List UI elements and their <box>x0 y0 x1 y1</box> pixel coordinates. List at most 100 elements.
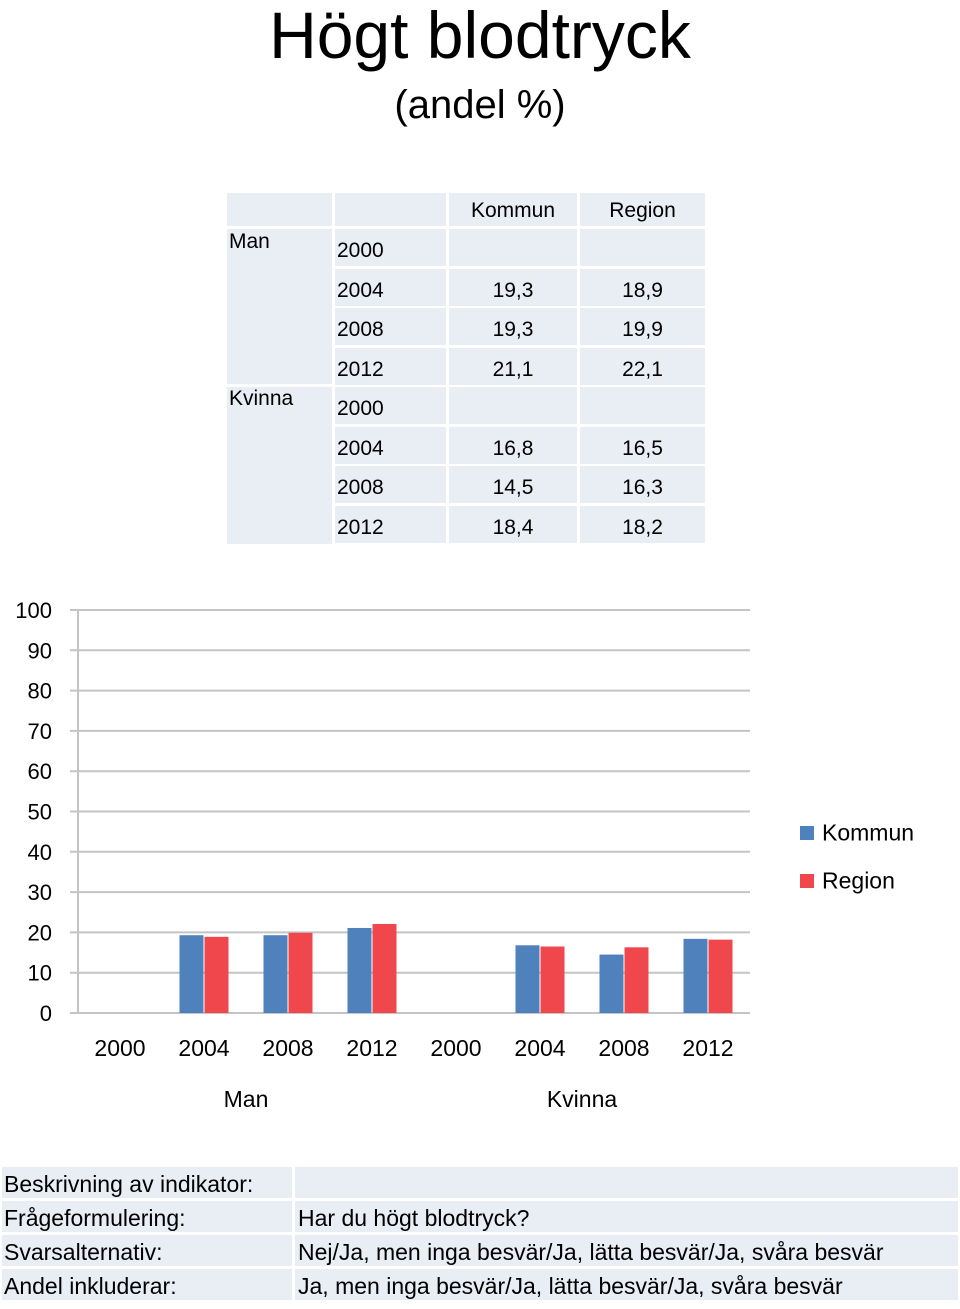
info-label: Andel inkluderar: <box>2 1269 292 1300</box>
bar-kommun <box>599 954 624 1013</box>
bar-kommun <box>263 935 288 1013</box>
legend-label-region: Region <box>822 867 895 894</box>
table-kommun-cell: 19,3 <box>449 308 577 345</box>
table-year-cell-text: 2000 <box>337 239 384 262</box>
x-group-label: Kvinna <box>547 1086 618 1112</box>
info-label: Svarsalternativ: <box>2 1235 292 1266</box>
table-kommun-cell-text: 19,3 <box>492 318 534 341</box>
x-tick-label: 2012 <box>682 1035 733 1061</box>
table-kommun-cell: 21,1 <box>449 347 577 385</box>
table-region-cell-text: 18,9 <box>622 278 663 302</box>
table-kommun-cell: 14,5 <box>449 466 577 503</box>
table-region-cell <box>580 387 705 424</box>
table-year-cell: 2012 <box>335 347 446 385</box>
table-year-cell-text: 2012 <box>337 515 384 539</box>
table-region-cell-text: 18,2 <box>622 515 663 539</box>
info-value: Har du högt blodtryck? <box>295 1201 958 1232</box>
x-group-label: Man <box>224 1086 269 1112</box>
table-group-label-text: Man <box>229 230 270 253</box>
chart-legend: Kommun Region <box>800 818 914 894</box>
legend-swatch-region <box>800 873 814 888</box>
table-year-cell: 2004 <box>335 426 446 464</box>
table-kommun-cell-text: 21,1 <box>492 357 534 381</box>
table-group-label-text: Kvinna <box>229 387 294 410</box>
table-header-kommun-text: Kommun <box>470 199 556 222</box>
table-year-cell: 2008 <box>335 308 446 345</box>
y-tick-label: 30 <box>28 880 52 905</box>
table-region-cell-text: 19,9 <box>622 318 663 341</box>
table-region-cell-text: 16,5 <box>622 436 663 460</box>
legend-label-kommun: Kommun <box>822 819 915 846</box>
bar-kommun <box>515 945 540 1013</box>
table-header-region-text: Region <box>609 199 676 222</box>
y-tick-label: 60 <box>28 759 52 784</box>
y-tick-label: 10 <box>28 961 52 986</box>
info-value: Ja, men inga besvär/Ja, lätta besvär/Ja,… <box>295 1269 958 1300</box>
info-row-question: Frågeformulering: Har du högt blodtryck? <box>2 1201 958 1232</box>
y-tick-label: 40 <box>28 840 52 865</box>
table-kommun-cell <box>449 387 577 424</box>
x-tick-label: 2000 <box>94 1035 145 1061</box>
y-tick-label: 50 <box>28 800 52 825</box>
bar-region <box>708 939 733 1013</box>
info-value <box>295 1167 958 1198</box>
bar-kommun <box>179 935 204 1013</box>
table-region-cell: 18,2 <box>580 505 705 543</box>
table-year-cell-text: 2012 <box>337 357 384 381</box>
y-tick-label: 70 <box>28 719 52 744</box>
table-kommun-cell-text: 14,5 <box>492 476 534 499</box>
legend-item-kommun: Kommun <box>800 818 914 866</box>
bar-region <box>624 947 649 1013</box>
table-region-cell <box>580 229 705 266</box>
page-subtitle: (andel %) <box>394 83 566 127</box>
table-year-cell-text: 2000 <box>337 397 384 420</box>
y-tick-label: 20 <box>28 920 52 945</box>
table-group-label: Man <box>227 229 332 384</box>
bar-region <box>288 932 313 1013</box>
bar-region <box>540 946 565 1013</box>
table-year-cell: 2000 <box>335 387 446 424</box>
table-year-cell-text: 2008 <box>337 476 384 499</box>
legend-swatch-kommun <box>800 825 814 840</box>
table-region-cell: 16,5 <box>580 426 705 464</box>
x-tick-label: 2008 <box>598 1035 649 1061</box>
bar-region <box>204 936 229 1013</box>
info-label: Frågeformulering: <box>2 1201 292 1232</box>
table-year-cell-text: 2008 <box>337 318 384 341</box>
info-row-included: Andel inkluderar: Ja, men inga besvär/Ja… <box>2 1269 958 1300</box>
page-title: Högt blodtryck <box>269 0 691 72</box>
table-kommun-cell <box>449 229 577 266</box>
table-year-cell-text: 2004 <box>337 436 384 460</box>
table-year-cell: 2004 <box>335 268 446 306</box>
x-tick-label: 2000 <box>430 1035 481 1061</box>
table-group-label: Kvinna <box>227 387 332 544</box>
table-kommun-cell-text: 18,4 <box>492 515 534 539</box>
info-label: Beskrivning av indikator: <box>2 1167 292 1198</box>
table-region-cell: 18,9 <box>580 268 705 306</box>
table-header-blank <box>227 193 332 226</box>
bar-region <box>372 923 397 1013</box>
y-tick-label: 100 <box>15 598 52 623</box>
table-header-blank <box>335 193 446 226</box>
info-value: Nej/Ja, men inga besvär/Ja, lätta besvär… <box>295 1235 958 1266</box>
table-header-kommun: Kommun <box>449 193 577 226</box>
table-kommun-cell: 16,8 <box>449 426 577 464</box>
table-year-cell: 2000 <box>335 229 446 266</box>
legend-item-region: Region <box>800 866 914 894</box>
x-tick-label: 2012 <box>346 1035 397 1061</box>
table-region-cell: 19,9 <box>580 308 705 345</box>
table-kommun-cell: 19,3 <box>449 268 577 306</box>
table-kommun-cell-text: 16,8 <box>492 436 534 460</box>
info-row-answers: Svarsalternativ: Nej/Ja, men inga besvär… <box>2 1235 958 1266</box>
info-row-description: Beskrivning av indikator: <box>2 1167 958 1198</box>
table-header-region: Region <box>580 193 705 226</box>
table-region-cell-text: 16,3 <box>622 476 663 499</box>
table-year-cell-text: 2004 <box>337 278 384 302</box>
y-tick-label: 80 <box>28 679 52 704</box>
table-kommun-cell-text: 19,3 <box>492 278 534 302</box>
bar-kommun <box>683 938 708 1013</box>
y-tick-label: 0 <box>40 1001 52 1026</box>
table-region-cell: 22,1 <box>580 347 705 385</box>
x-tick-label: 2004 <box>178 1035 229 1061</box>
x-tick-label: 2008 <box>262 1035 313 1061</box>
